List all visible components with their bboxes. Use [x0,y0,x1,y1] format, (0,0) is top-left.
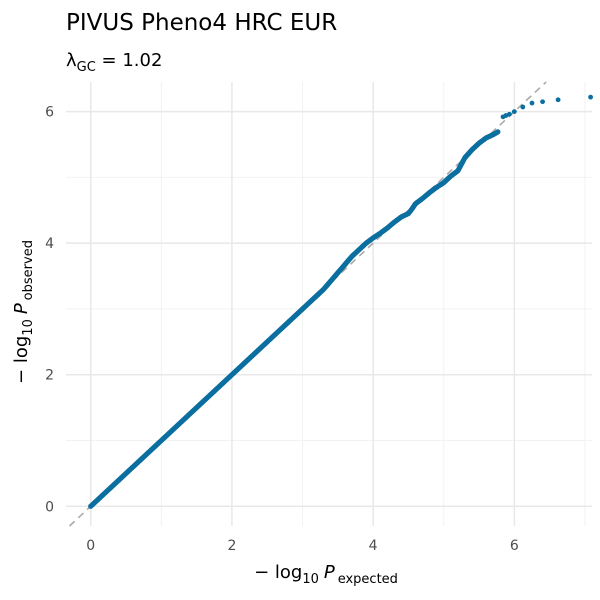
points-layer [88,94,593,509]
qq-point [520,104,526,110]
qq-point [588,94,593,100]
tick-labels: 0 2 4 6 0 2 4 6 [45,105,519,554]
x-axis-prefix: − log [254,562,302,583]
qq-point [495,129,501,135]
x-axis-subscript: expected [338,572,398,587]
y-axis-variable: P [11,303,32,314]
lambda-value: 1.02 [122,50,162,71]
x-tick-label: 0 [86,538,95,554]
chart-title: PIVUS Pheno4 HRC EUR [66,10,337,36]
lambda-subscript: GC [77,60,96,75]
qq-point [506,111,512,117]
qq-point [511,109,517,114]
y-axis-prefix: − log [11,336,32,384]
chart-subtitle: λGC = 1.02 [66,50,162,75]
qq-point [555,97,561,103]
y-tick-label: 0 [45,499,54,515]
y-tick-label: 6 [45,105,54,121]
x-tick-label: 6 [510,538,519,554]
x-axis-base: 10 [302,572,319,587]
y-tick-label: 4 [45,236,54,252]
y-axis-subscript: observed [21,240,36,300]
x-axis-variable: P [324,562,335,583]
grid [66,82,592,526]
y-axis-base: 10 [21,319,36,336]
qq-point [529,100,535,106]
lambda-equals: = [96,50,123,71]
x-tick-label: 4 [369,538,378,554]
y-axis-title: − log10 Pobserved [11,240,36,384]
qq-point [540,99,545,105]
lambda-symbol: λ [66,50,77,71]
y-tick-label: 2 [45,368,54,384]
x-tick-label: 2 [227,538,236,554]
